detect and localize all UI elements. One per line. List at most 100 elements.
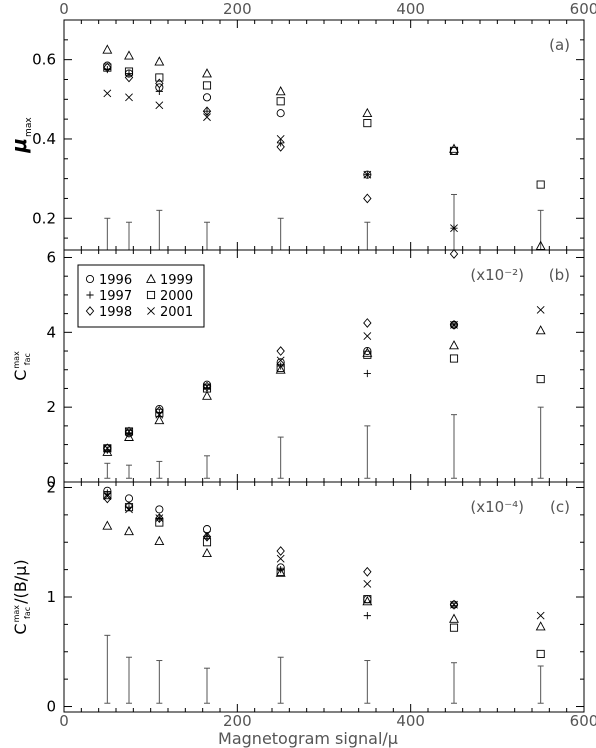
point-1999 [449, 613, 459, 623]
point-2000 [103, 63, 112, 72]
legend-label-2000: 2000 [160, 289, 193, 304]
point-1998 [124, 501, 134, 511]
y-tick-label: 0.6 [32, 51, 56, 69]
legend-label-2001: 2001 [160, 305, 193, 320]
point-2001 [450, 224, 458, 233]
x-axis-label: Magnetogram signal/μ [218, 729, 398, 748]
legend-label-1997: 1997 [99, 289, 132, 304]
point-1998 [155, 513, 164, 524]
point-1999 [124, 50, 134, 60]
point-1998 [202, 106, 212, 117]
legend-box [77, 264, 205, 328]
y-axis-label: Cmax fac [11, 351, 32, 381]
y-tick-label: 6 [46, 248, 56, 266]
point-1997 [155, 87, 163, 95]
point-2000 [536, 180, 545, 189]
point-2000 [363, 119, 372, 128]
point-2001 [125, 93, 133, 102]
point-2001 [536, 305, 545, 314]
legend-marker-1997 [86, 291, 94, 299]
x-tick-label: 200 [223, 712, 252, 730]
top-x-tick-label: 400 [396, 0, 425, 18]
point-2001 [450, 600, 458, 609]
point-2001 [203, 113, 211, 122]
y-tick-label: 2 [46, 398, 56, 416]
top-x-tick-labels: 0 200 400 600 [59, 0, 596, 18]
point-1999 [535, 621, 546, 631]
point-2001 [363, 332, 372, 340]
panel-c: 0 1 2 Cmax fac/(B/μ) (c) (x10⁻⁴) [11, 478, 585, 716]
x-tick-label: 400 [396, 712, 425, 730]
scale-label: (x10⁻²) [470, 266, 524, 284]
point-1998 [124, 426, 134, 437]
point-2000 [124, 427, 134, 436]
point-1999 [362, 347, 373, 357]
point-1998 [103, 443, 112, 454]
point-1998 [103, 493, 112, 504]
point-2001 [203, 530, 211, 539]
bottom-x-axis: 0 200 400 600 Magnetogram signal/μ [59, 712, 596, 748]
point-2000 [103, 491, 112, 500]
point-1998 [124, 72, 134, 83]
x-tick-label: 0 [59, 712, 69, 730]
point-1996 [124, 494, 134, 503]
point-1998 [363, 566, 372, 577]
series-1996 [103, 61, 459, 179]
series-1998 [103, 493, 459, 610]
point-1998 [276, 142, 285, 152]
point-1996 [155, 505, 164, 514]
legend-label-1996: 1996 [99, 273, 132, 288]
point-1997 [277, 566, 285, 574]
point-2001 [103, 89, 112, 98]
point-2000 [536, 375, 545, 384]
panel-label: (c) [550, 498, 570, 516]
series-1998 [103, 62, 459, 259]
point-1999 [154, 56, 165, 66]
panel-label: (a) [549, 36, 570, 54]
point-1997 [103, 489, 111, 497]
point-2000 [449, 623, 459, 632]
point-2000 [276, 97, 285, 106]
legend-label-1999: 1999 [160, 273, 193, 288]
panel-frame [63, 249, 585, 483]
series-2001 [103, 305, 545, 453]
point-2001 [363, 170, 372, 179]
point-2000 [155, 73, 164, 82]
point-1998 [103, 62, 112, 73]
panel-label: (b) [549, 266, 570, 284]
series-1998 [103, 318, 459, 454]
point-1999 [202, 68, 212, 78]
point-1997 [363, 369, 371, 378]
scale-label: (x10⁻⁴) [470, 498, 524, 516]
series-2000 [103, 350, 545, 453]
point-1999 [275, 364, 286, 374]
series-1997 [103, 489, 458, 620]
point-1999 [202, 547, 212, 558]
series-1999 [102, 325, 546, 456]
y-tick-label: 2 [46, 478, 56, 496]
point-2000 [202, 538, 212, 547]
point-1998 [276, 546, 285, 556]
point-2000 [363, 350, 372, 359]
errorbars [104, 406, 544, 479]
y-tick-label: 0 [46, 698, 56, 716]
point-1999 [202, 390, 212, 400]
legend-marker-1999 [146, 273, 156, 283]
legend-marker-2001 [147, 307, 155, 315]
series-2000 [103, 491, 545, 659]
point-2001 [155, 514, 164, 523]
y-tick-label: 1 [46, 588, 56, 606]
point-1999 [362, 107, 373, 118]
point-2000 [103, 444, 112, 453]
point-2001 [363, 579, 372, 588]
series-1996 [103, 486, 459, 609]
series-2000 [103, 63, 545, 189]
point-2001 [103, 492, 112, 501]
point-1998 [155, 78, 164, 89]
panel-a: 0.2 0.4 0.6 μmax (a) [7, 19, 585, 259]
point-1997 [363, 612, 371, 620]
point-1998 [363, 318, 372, 328]
point-1999 [154, 535, 165, 545]
